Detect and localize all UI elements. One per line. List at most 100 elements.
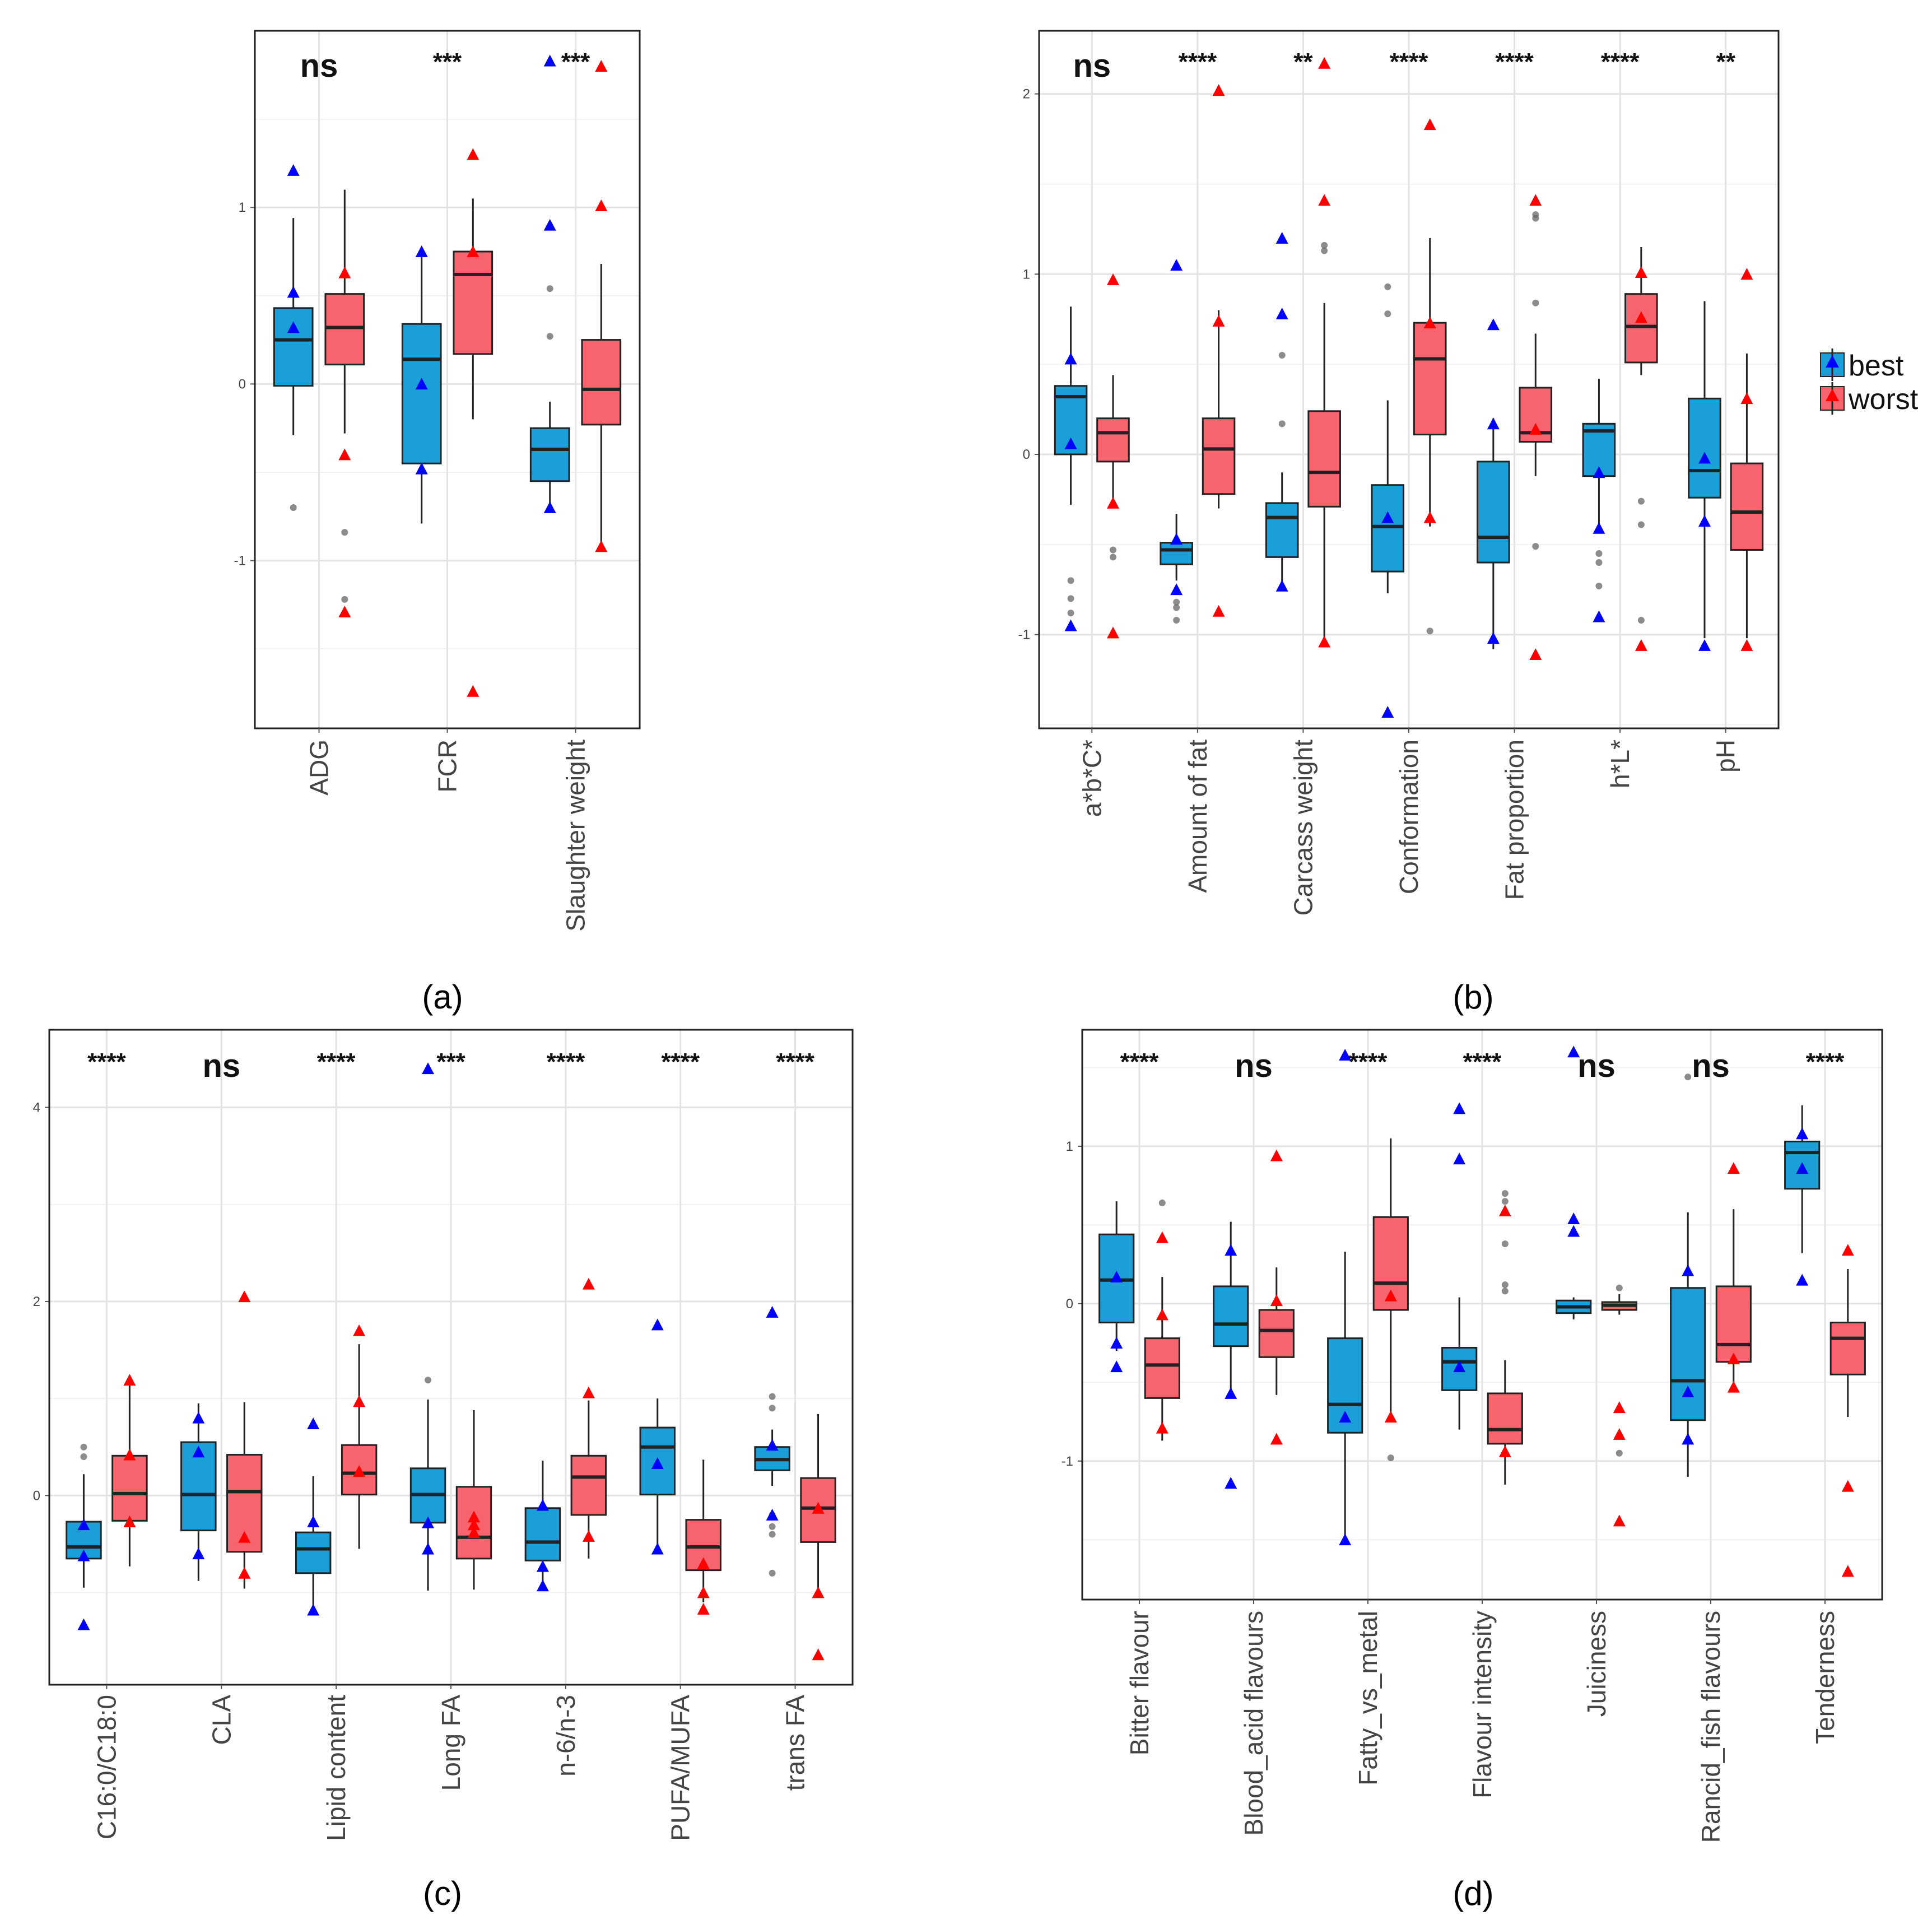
significance-label: *** [433,48,462,76]
outlier-point-best [1173,604,1180,611]
category-label: Juiciness [1582,1611,1611,1717]
outlier-point-best [425,1377,432,1384]
triangle-marker-best [1225,1244,1237,1256]
y-tick-label-a: 0 [239,376,246,392]
triangle-marker-best [415,378,428,390]
category-label: Bitter flavour [1125,1611,1154,1755]
panel-label-a: (a) [422,978,463,1016]
outlier-point-worst [1387,1454,1394,1462]
triangle-marker-worst [1384,1411,1397,1423]
triangle-marker-worst [1498,1445,1511,1457]
triangle-marker-best [1487,632,1500,644]
box-worst [1258,1309,1295,1358]
category-label: C16:0/C18:0 [92,1695,121,1839]
category-label: n-6/n-3 [551,1695,580,1777]
category-label: Blood_acid flavours [1239,1611,1268,1835]
significance-label: ** [1716,48,1736,76]
legend-item-worst: worst [1820,382,1919,416]
triangle-marker-best [192,1411,205,1424]
box-worst [570,1454,607,1516]
outlier-point-worst [1321,241,1328,249]
outlier-point-best [1173,598,1180,606]
category-label: Flavour intensity [1468,1611,1497,1798]
triangle-marker-best [1796,1273,1809,1286]
significance-label: **** [317,1048,356,1076]
y-tick-label-c: 2 [33,1294,40,1309]
box-worst [1413,322,1447,436]
triangle-marker-worst [582,1277,595,1290]
triangle-marker-best [192,1445,205,1458]
triangle-marker-best [1796,1127,1809,1140]
outlier-point-best [80,1443,87,1451]
triangle-marker-worst [1384,1289,1397,1302]
triangle-marker-worst [1107,496,1119,509]
triangle-marker-worst [595,60,608,72]
box-worst [1144,1337,1180,1399]
triangle-marker-best [766,1305,779,1318]
triangle-marker-best [1275,308,1288,319]
y-tick-label-b: 2 [1023,87,1030,102]
triangle-marker-worst [1318,57,1331,69]
triangle-marker-best [1593,610,1605,622]
significance-label: ns [1692,1048,1730,1084]
category-label: Slaughter weight [561,740,590,932]
box-best [401,323,442,464]
triangle-marker-best [1225,1387,1237,1399]
box-worst [1829,1322,1866,1375]
box-best [1477,461,1510,564]
triangle-marker-best [1170,583,1183,596]
box-worst [1096,417,1130,463]
triangle-marker-worst [1318,635,1331,648]
triangle-marker-worst [595,540,608,552]
significance-label: **** [1349,1048,1388,1076]
triangle-marker-best [77,1549,90,1561]
triangle-marker-worst [1270,1433,1283,1445]
triangle-marker-worst [1613,1514,1626,1527]
triangle-marker-worst [238,1567,251,1579]
triangle-marker-best [1339,1533,1352,1546]
outlier-point-worst [341,596,348,603]
triangle-marker-worst [1107,626,1119,639]
legend-label-worst: worst [1848,383,1919,416]
triangle-marker-best [422,1516,435,1528]
triangle-marker-worst [582,1386,595,1398]
triangle-marker-best [651,1318,664,1331]
outlier-point-best [1173,616,1180,624]
triangle-marker-best [543,54,556,67]
triangle-marker-worst [1423,317,1436,329]
triangle-marker-best [651,1457,664,1470]
legend-marker-best [1826,355,1839,368]
triangle-marker-worst [467,245,479,257]
triangle-marker-worst [467,685,479,697]
outlier-point-best [290,504,297,512]
outlier-point-worst [1616,1284,1623,1291]
category-label: Carcass weight [1288,740,1318,916]
triangle-marker-worst [238,1290,251,1303]
panel-label-c: (c) [423,1875,462,1912]
triangle-marker-best [1275,231,1288,244]
triangle-marker-best [1682,1433,1694,1445]
outlier-point-best [1278,420,1286,427]
outlier-point-worst [1532,215,1539,222]
box-best [1371,484,1405,573]
triangle-marker-worst [1635,639,1647,651]
outlier-point-best [1067,610,1074,617]
category-label: h*L* [1605,740,1635,788]
triangle-marker-best [1698,639,1711,651]
triangle-marker-best [1682,1264,1694,1276]
box-worst [685,1519,721,1572]
triangle-marker-best [536,1560,549,1572]
triangle-marker-best [1339,1411,1352,1423]
triangle-marker-best [415,462,428,475]
outlier-point-worst [1158,1200,1166,1207]
box-best [524,1507,561,1561]
outlier-point-worst [1532,299,1539,306]
y-tick-label-d: 0 [1066,1296,1073,1312]
legend-marker-worst [1826,389,1839,401]
triangle-marker-worst [812,1586,825,1598]
outlier-point-best [80,1453,87,1461]
triangle-marker-best [1064,437,1077,449]
box-worst [581,339,622,426]
triangle-marker-worst [1212,84,1225,96]
